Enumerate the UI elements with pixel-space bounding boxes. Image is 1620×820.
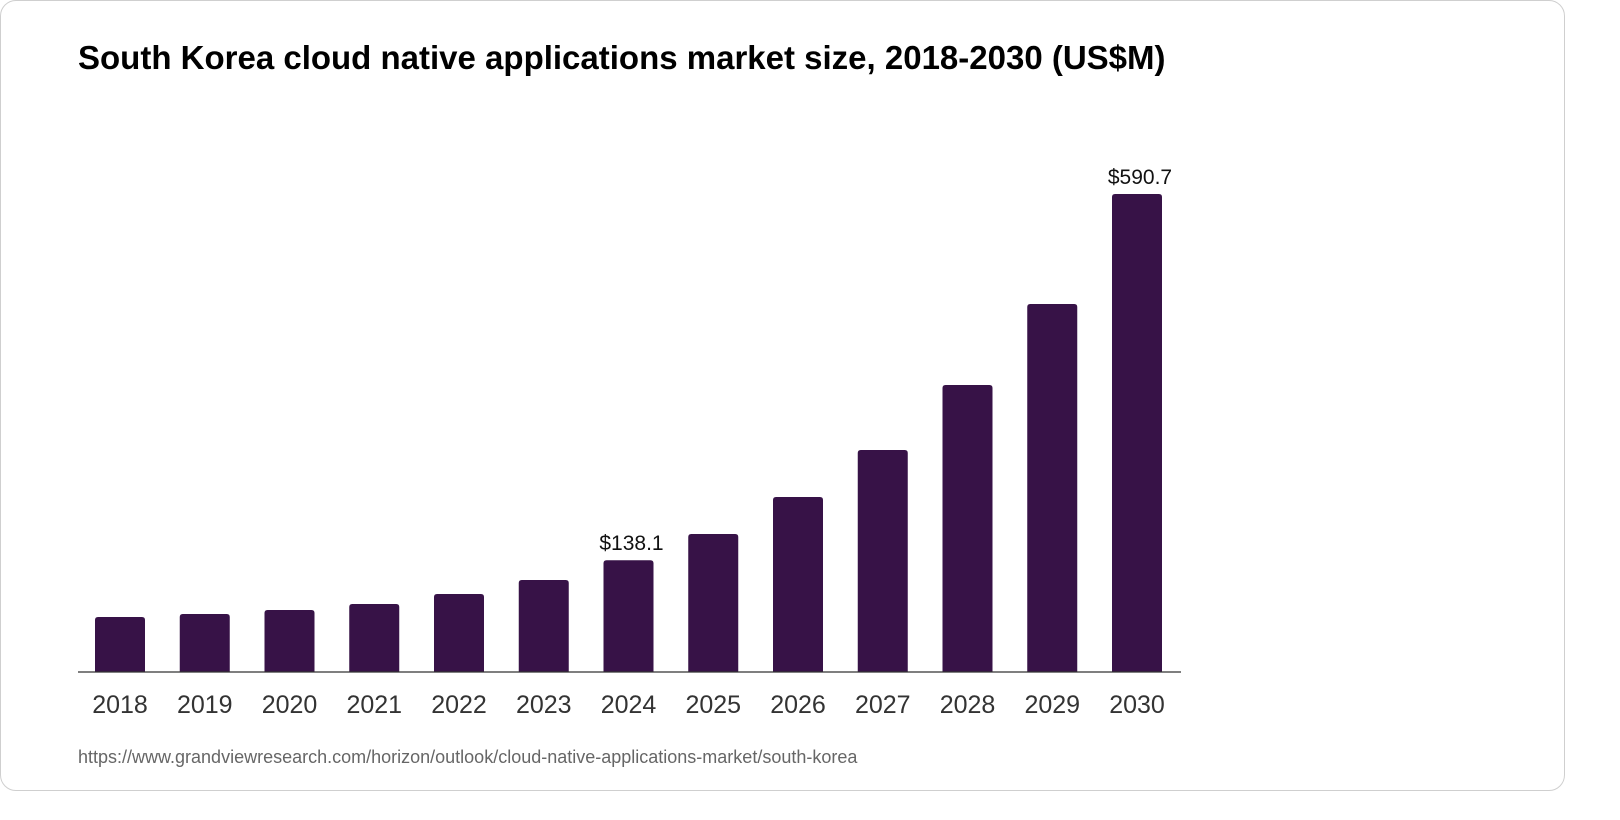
bar-2023: [518, 579, 569, 672]
x-tick-label: 2022: [431, 691, 487, 719]
x-tick-label: 2019: [177, 691, 233, 719]
x-tick-label: 2020: [262, 691, 318, 719]
bar-2026: [773, 496, 823, 672]
source-url: https://www.grandviewresearch.com/horizo…: [78, 747, 858, 767]
x-tick-label: 2024: [601, 691, 657, 719]
chart-title: South Korea cloud native applications ma…: [78, 39, 1166, 76]
bar-2021: [349, 604, 400, 672]
data-label-2024: $138.1: [599, 532, 663, 555]
bar-2030: [1112, 194, 1162, 672]
x-tick-label: 2021: [346, 691, 402, 719]
x-tick-label: 2027: [855, 691, 911, 719]
bar-2019: [179, 613, 230, 672]
x-tick-label: 2029: [1024, 691, 1080, 719]
data-labels: $138.1 $590.7: [599, 166, 1172, 555]
x-tick-label: 2018: [92, 691, 148, 719]
x-tick-labels: 2018 2019 2020 2021 2022 2023 2024 2025 2026 2027…: [92, 691, 1165, 719]
x-tick-label: 2030: [1109, 691, 1165, 719]
bar-2020: [264, 610, 315, 672]
x-tick-label: 2023: [516, 691, 572, 719]
bar-2018: [95, 616, 145, 672]
bar-2022: [434, 593, 484, 672]
bar-2028: [942, 384, 993, 672]
data-label-2030: $590.7: [1108, 166, 1172, 189]
bar-2027: [857, 450, 908, 672]
x-tick-label: 2026: [770, 691, 826, 719]
bar-2029: [1027, 304, 1078, 672]
bar-2024: [603, 560, 654, 672]
x-tick-label: 2028: [940, 691, 996, 719]
bars-group: [95, 194, 1162, 672]
x-tick-label: 2025: [685, 691, 741, 719]
bar-2025: [688, 534, 739, 672]
